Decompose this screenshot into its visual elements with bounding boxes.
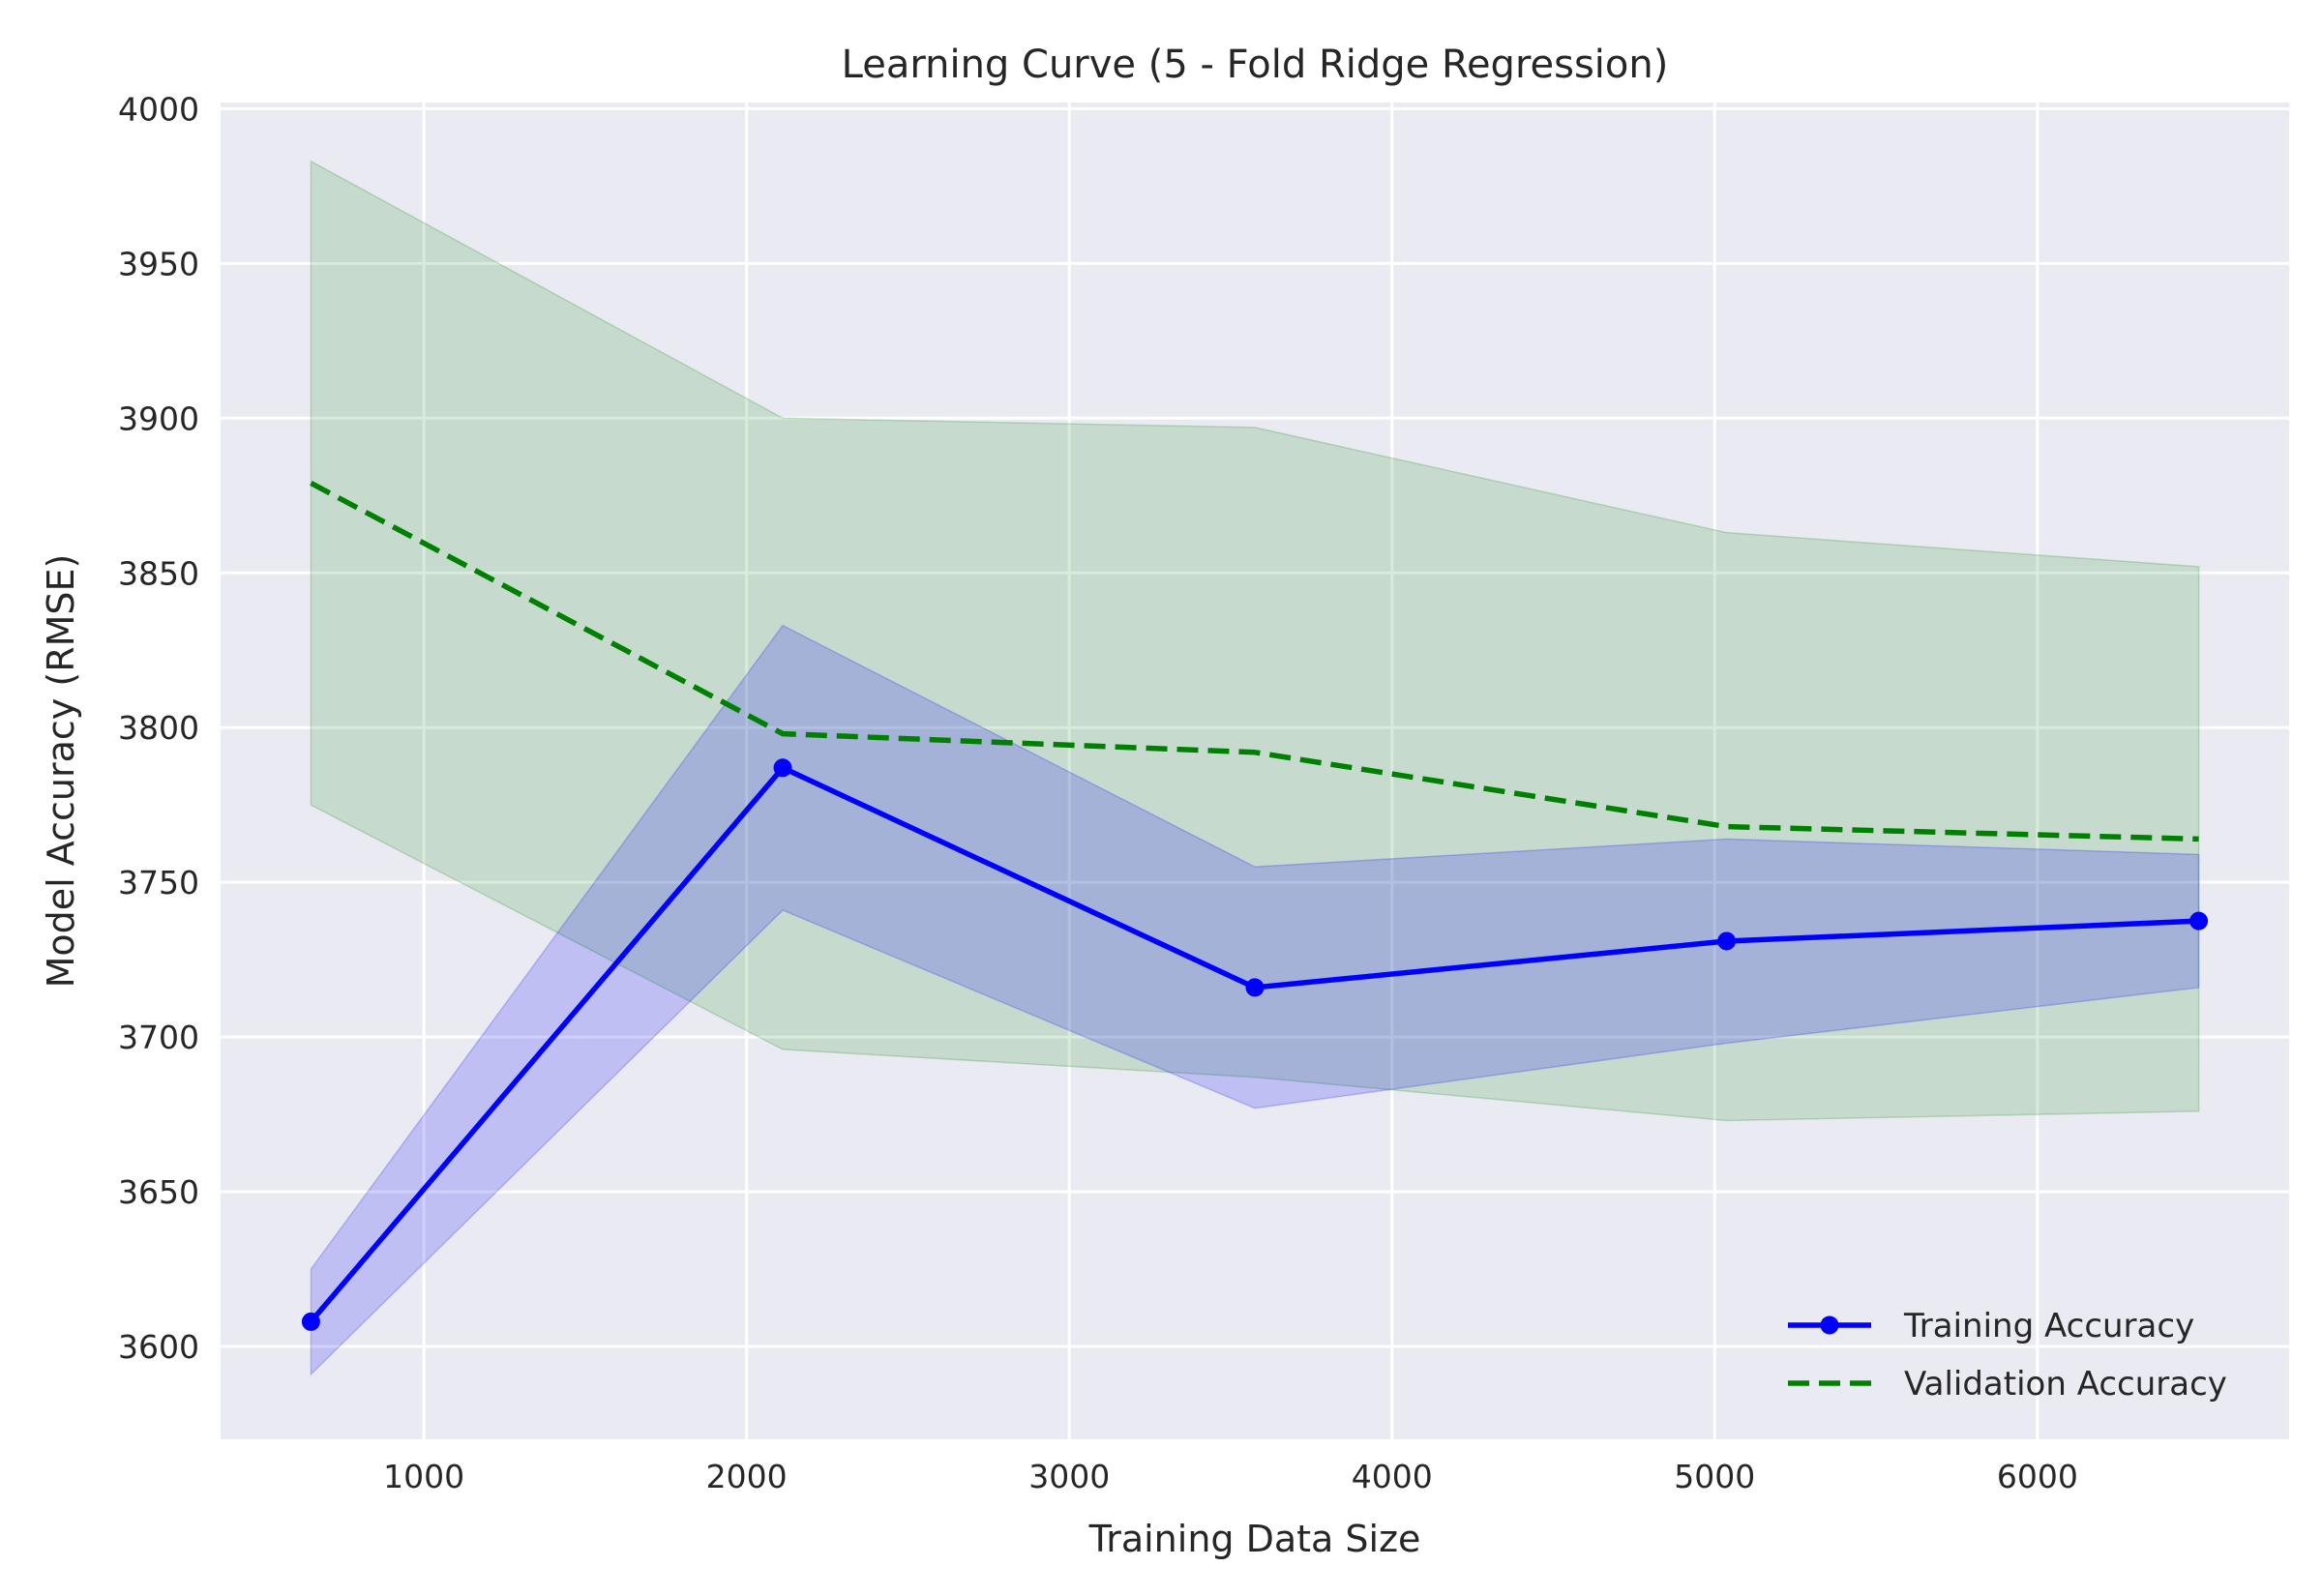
series-lines <box>301 481 2209 1331</box>
validation-std-band <box>310 160 2200 1122</box>
y-tick-label: 3800 <box>118 709 199 747</box>
x-tick-label: 6000 <box>1997 1458 2078 1495</box>
y-tick-label: 3750 <box>118 864 199 901</box>
y-tick-label: 3850 <box>118 554 199 592</box>
training-accuracy-point <box>1245 978 1265 997</box>
training-std-band <box>310 624 2200 1376</box>
x-axis-label: Training Data Size <box>1088 1518 1421 1560</box>
y-tick-label: 3900 <box>118 399 199 437</box>
tick-labels: 1000 2000 3000 4000 5000 6000 3600 3650 3700 3750… <box>118 90 2078 1495</box>
confidence-bands <box>310 160 2200 1376</box>
legend-label-validation: Validation Accuracy <box>1904 1365 2227 1404</box>
x-tick-label: 4000 <box>1352 1458 1433 1495</box>
x-tick-label: 1000 <box>383 1458 464 1495</box>
legend: Training Accuracy Validation Accuracy <box>1788 1307 2227 1404</box>
plot-area <box>221 103 2289 1439</box>
chart-title: Learning Curve (5 - Fold Ridge Regressio… <box>842 43 1669 87</box>
training-accuracy-point <box>2189 911 2209 931</box>
y-axis-label: Model Accuracy (RMSE) <box>40 554 82 989</box>
y-tick-label: 3600 <box>118 1328 199 1366</box>
legend-label-training: Training Accuracy <box>1903 1307 2194 1345</box>
x-tick-label: 2000 <box>706 1458 788 1495</box>
grid-lines <box>221 103 2289 1439</box>
x-tick-label: 5000 <box>1674 1458 1755 1495</box>
x-tick-label: 3000 <box>1028 1458 1110 1495</box>
validation-accuracy-line <box>310 481 2199 842</box>
legend-marker-training <box>1820 1315 1839 1335</box>
training-accuracy-point <box>773 758 792 778</box>
y-tick-label: 4000 <box>118 90 199 128</box>
training-accuracy-point <box>301 1312 320 1331</box>
training-accuracy-point <box>1717 931 1737 951</box>
y-tick-label: 3950 <box>118 245 199 282</box>
y-tick-label: 3650 <box>118 1173 199 1211</box>
y-tick-label: 3700 <box>118 1019 199 1056</box>
